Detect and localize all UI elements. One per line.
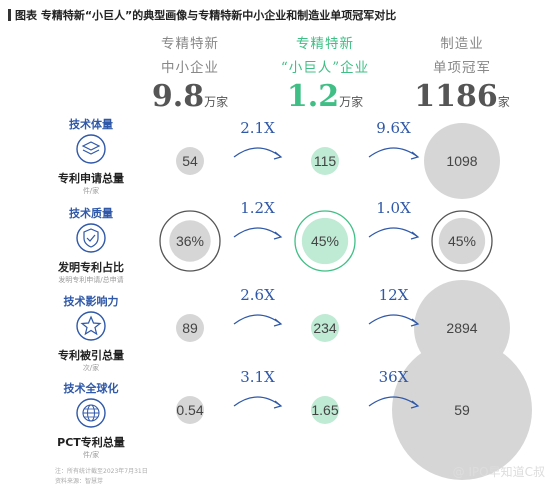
row-label-global: 技术全球化 PCT专利总量 件/家 <box>41 380 141 460</box>
multiplier-label: 2.1X <box>240 119 275 137</box>
arrow <box>368 227 419 238</box>
metric-label: 专利被引总量 <box>58 349 124 362</box>
multiplier-label: 12X <box>379 286 409 304</box>
layers-icon <box>76 134 106 164</box>
bubble <box>176 396 204 424</box>
column-header-sme: 专精特新 中小企业 9.8万家 <box>130 32 250 119</box>
multiplier-label: 3.1X <box>240 368 275 386</box>
metric-label: PCT专利总量 <box>57 436 125 449</box>
column-header-champion: 制造业 单项冠军 1186家 <box>402 32 522 119</box>
column-count: 1.2万家 <box>286 79 364 114</box>
metric-sub: 次/家 <box>82 364 100 372</box>
column-count: 1186家 <box>414 79 510 114</box>
multiplier-label: 1.2X <box>240 199 275 217</box>
arrow <box>368 314 419 325</box>
arrow-head <box>273 231 283 240</box>
column-header-line2: 单项冠军 <box>433 60 491 76</box>
title-bar <box>8 9 11 21</box>
bubble <box>311 147 339 175</box>
category-label: 技术体量 <box>69 118 113 131</box>
bubble-value: 115 <box>314 153 337 169</box>
metric-sub: 发明专利申请/总申请 <box>58 276 124 284</box>
arrow-head <box>410 151 420 160</box>
chart-title: 图表 专精特新“小巨人”的典型画像与专精特新中小企业和制造业单项冠军对比 <box>15 9 397 22</box>
arrow <box>233 314 282 325</box>
bubble-value: 1098 <box>446 153 477 169</box>
footer-note: 注：所有统计截至2023年7月31日 <box>55 468 148 475</box>
arrow <box>233 396 282 407</box>
watermark: @ IPO早知道C叔 <box>452 465 545 479</box>
bubble-value: 45% <box>448 233 476 249</box>
metric-label: 发明专利占比 <box>58 261 124 274</box>
arrow-head <box>273 151 283 160</box>
multiplier-label: 9.6X <box>376 119 411 137</box>
arrow-head <box>273 400 283 409</box>
bubble <box>311 396 339 424</box>
bubble <box>176 314 204 342</box>
arrow <box>233 227 282 238</box>
shield-check-icon <box>76 223 106 253</box>
bubble <box>176 147 204 175</box>
bubble <box>424 123 500 199</box>
column-header-line1: 专精特新 <box>161 36 219 52</box>
category-label: 技术全球化 <box>63 382 119 395</box>
multiplier-label: 1.0X <box>376 199 411 217</box>
bubble-value: 89 <box>182 320 198 336</box>
bubble-value: 59 <box>454 402 470 418</box>
metric-sub: 件/家 <box>82 451 100 459</box>
row-label-quality: 技术质量 发明专利占比 发明专利申请/总申请 <box>41 205 141 285</box>
category-label: 技术质量 <box>69 207 113 220</box>
bubble <box>438 217 486 265</box>
bubble-outline <box>294 210 356 272</box>
bubble <box>392 340 532 480</box>
multiplier-label: 2.6X <box>240 286 275 304</box>
bubble-value: 45% <box>311 233 339 249</box>
arrow <box>233 147 282 158</box>
bubble-value: 36% <box>176 233 204 249</box>
bubble <box>311 314 339 342</box>
column-header-giant: 专精特新 “小巨人”企业 1.2万家 <box>265 32 385 119</box>
column-header-line2: 中小企业 <box>161 60 219 76</box>
arrow <box>368 147 419 158</box>
bubble-value: 234 <box>313 320 337 336</box>
bubble-value: 2894 <box>446 320 477 336</box>
bubble-value: 0.54 <box>176 402 203 418</box>
star-icon <box>76 311 106 341</box>
column-header-line1: 专精特新 <box>296 36 354 52</box>
bubble-value: 54 <box>182 153 198 169</box>
bubble <box>301 217 349 265</box>
arrow-head <box>410 400 420 409</box>
arrow-head <box>410 231 420 240</box>
metric-label: 专利申请总量 <box>58 172 124 185</box>
bubble-value: 1.65 <box>311 402 338 418</box>
globe-icon <box>76 398 106 428</box>
column-header-line1: 制造业 <box>440 36 484 52</box>
multiplier-label: 36X <box>379 368 409 386</box>
metric-sub: 件/家 <box>82 187 100 195</box>
arrow-head <box>273 318 283 327</box>
row-label-volume: 技术体量 专利申请总量 件/家 <box>41 116 141 196</box>
footer-source: 资料来源：智慧芽 <box>55 478 104 485</box>
bubble <box>169 220 211 262</box>
bubble-outline <box>159 210 221 272</box>
arrow-head <box>410 318 420 327</box>
column-header-line2: “小巨人”企业 <box>280 60 370 76</box>
category-label: 技术影响力 <box>63 295 119 308</box>
row-label-influence: 技术影响力 专利被引总量 次/家 <box>41 293 141 373</box>
bubble-outline <box>431 210 493 272</box>
column-count: 9.8万家 <box>151 79 229 114</box>
